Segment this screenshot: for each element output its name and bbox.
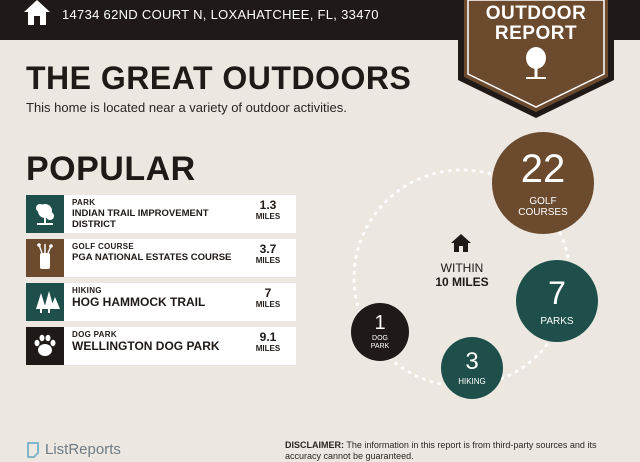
count-label: PARKS: [540, 316, 574, 327]
outdoor-report-badge: [458, 0, 614, 118]
list-item: PARK INDIAN TRAIL IMPROVEMENT DISTRICT 1…: [26, 195, 296, 233]
item-distance: 1.3: [259, 198, 277, 212]
count-label: HIKING: [458, 377, 486, 386]
count-number: 1: [374, 312, 386, 334]
badge-title: OUTDOOR REPORT: [458, 4, 614, 44]
list-item: GOLF COURSE PGA NATIONAL ESTATES COURSE …: [26, 239, 296, 277]
paw-icon: [26, 327, 64, 365]
golf-bag-icon: [26, 239, 64, 277]
count-number: 7: [548, 275, 566, 311]
disclaimer-text: The information in this report is from t…: [285, 440, 597, 461]
badge-line-2: REPORT: [494, 23, 578, 44]
disclaimer: DISCLAIMER: The information in this repo…: [285, 440, 625, 462]
item-name: INDIAN TRAIL IMPROVEMENT DISTRICT: [72, 208, 209, 230]
item-category: DOG PARK: [72, 330, 117, 339]
count-label: DOG: [372, 335, 388, 342]
item-category: PARK: [72, 198, 96, 207]
badge-line-1: OUTDOOR: [485, 3, 587, 24]
item-category: HIKING: [72, 286, 102, 295]
page-subtitle: This home is located near a variety of o…: [26, 100, 347, 115]
item-distance: 7: [264, 286, 272, 300]
count-number: 3: [465, 348, 479, 375]
within-distance: 10 MILES: [435, 275, 489, 289]
tree-icon: [526, 47, 546, 79]
trees-icon: [26, 283, 64, 321]
brand-name: ListReports: [45, 441, 121, 458]
parks-count: 7 PARKS: [516, 260, 598, 342]
disclaimer-label: DISCLAIMER:: [285, 440, 344, 450]
item-distance: 9.1: [259, 330, 277, 344]
count-number: 22: [520, 147, 566, 191]
count-label: COURSES: [518, 207, 568, 218]
list-item: HIKING HOG HAMMOCK TRAIL 7 MILES: [26, 283, 296, 321]
page-title: THE GREAT OUTDOORS: [26, 60, 412, 96]
count-label: PARK: [370, 343, 390, 350]
item-distance: 3.7: [259, 242, 277, 256]
park-icon: [26, 195, 64, 233]
item-name: HOG HAMMOCK TRAIL: [72, 295, 206, 309]
property-address: 14734 62ND COURT N, LOXAHATCHEE, FL, 334…: [62, 7, 379, 22]
listreports-logo-icon: [27, 442, 39, 458]
within-label: WITHIN: [440, 261, 484, 275]
item-unit: MILES: [255, 256, 281, 265]
list-item: DOG PARK WELLINGTON DOG PARK 9.1 MILES: [26, 327, 296, 365]
item-unit: MILES: [255, 344, 281, 353]
count-label: GOLF: [529, 196, 557, 207]
home-icon: [451, 234, 471, 252]
hiking-count: 3 HIKING: [441, 337, 503, 399]
item-category: GOLF COURSE: [72, 242, 134, 251]
golf-courses-count: 22 GOLF COURSES: [492, 132, 594, 234]
popular-heading: POPULAR: [26, 150, 196, 188]
dog-park-count: 1 DOG PARK: [351, 303, 409, 361]
home-icon: [24, 0, 50, 25]
item-name: PGA NATIONAL ESTATES COURSE: [72, 252, 232, 263]
item-name: WELLINGTON DOG PARK: [72, 339, 220, 353]
item-unit: MILES: [255, 212, 281, 221]
item-unit: MILES: [255, 300, 281, 309]
